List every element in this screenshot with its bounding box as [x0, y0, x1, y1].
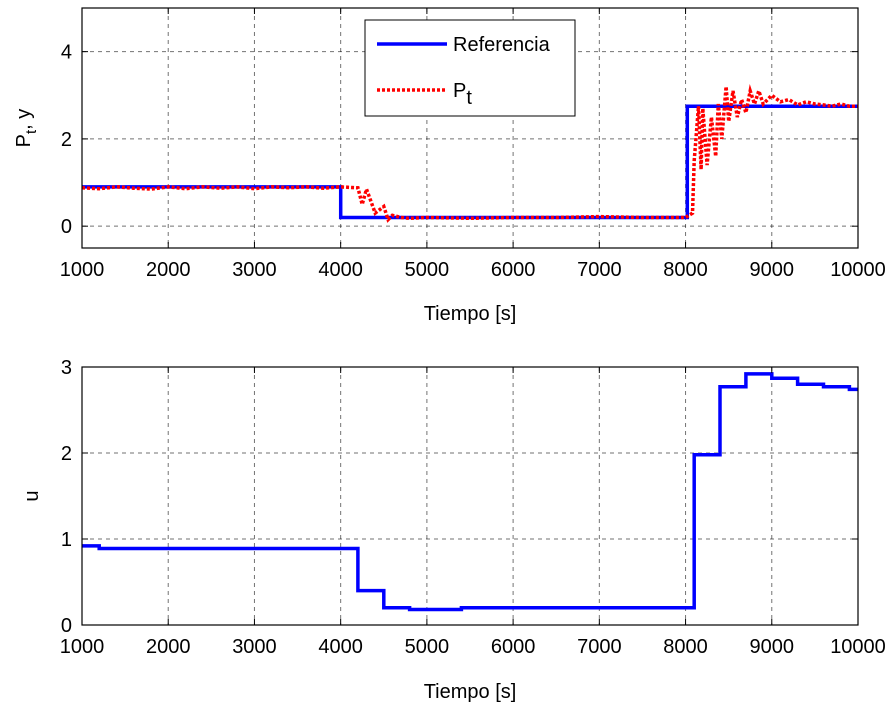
y-tick-label: 2 [61, 129, 72, 151]
x-tick-label: 1000 [60, 259, 105, 281]
axes-frame [81, 366, 859, 626]
plot-area [82, 367, 858, 625]
x-tick-label: 10000 [830, 259, 886, 281]
x-tick-label: 4000 [318, 636, 363, 658]
legend-label-2: Pt [453, 80, 472, 109]
x-tick-label: 7000 [577, 636, 622, 658]
x-tick-label: 3000 [232, 636, 277, 658]
subplot-2: 1000 2000 3000 4000 5000 6000 7000 8000 9000 1000… [21, 357, 886, 703]
legend-label-main: P [453, 80, 466, 102]
subplot-1: 1000 2000 3000 4000 5000 6000 7000 8000 9000 1000… [13, 7, 886, 325]
x-tick-label: 8000 [663, 259, 708, 281]
x-tick-label: 2000 [146, 259, 191, 281]
x-tick-label: 5000 [405, 259, 450, 281]
x-tick-label: 7000 [577, 259, 622, 281]
y-axis-label-sub: t [23, 129, 40, 134]
legend: Referencia Pt [364, 19, 576, 117]
y-axis-label: u [21, 490, 43, 501]
x-tick-label: 6000 [491, 259, 536, 281]
x-tick-label: 10000 [830, 636, 886, 658]
x-axis-label: Tiempo [s] [424, 681, 517, 703]
y-tick-label: 0 [61, 216, 72, 238]
x-tick-label: 9000 [750, 259, 795, 281]
legend-label-main: Referencia [453, 34, 551, 56]
y-axis-label-main: u [21, 490, 43, 501]
x-tick-label: 6000 [491, 636, 536, 658]
axes-frame [81, 7, 859, 249]
series-line-1 [82, 372, 858, 612]
x-tick-label: 5000 [405, 636, 450, 658]
x-tick-label: 9000 [750, 636, 795, 658]
legend-label-1: Referencia [453, 34, 551, 56]
y-tick-label: 0 [61, 615, 72, 637]
x-tick-label: 2000 [146, 636, 191, 658]
y-tick-label: 3 [61, 357, 72, 379]
x-tick-label: 8000 [663, 636, 708, 658]
x-tick-label: 3000 [232, 259, 277, 281]
y-tick-label: 1 [61, 529, 72, 551]
legend-box [364, 19, 576, 117]
y-tick-label: 4 [61, 42, 72, 64]
x-tick-label: 1000 [60, 636, 105, 658]
x-tick-label: 4000 [318, 259, 363, 281]
y-axis-label-main: P [13, 134, 35, 147]
y-axis-label-tail: , y [13, 109, 35, 130]
y-tick-label: 2 [61, 443, 72, 465]
y-axis-label: Pt, y [13, 109, 40, 148]
legend-label-sub: t [466, 87, 472, 109]
x-axis-label: Tiempo [s] [424, 303, 517, 325]
series-line-p [81, 84, 858, 223]
